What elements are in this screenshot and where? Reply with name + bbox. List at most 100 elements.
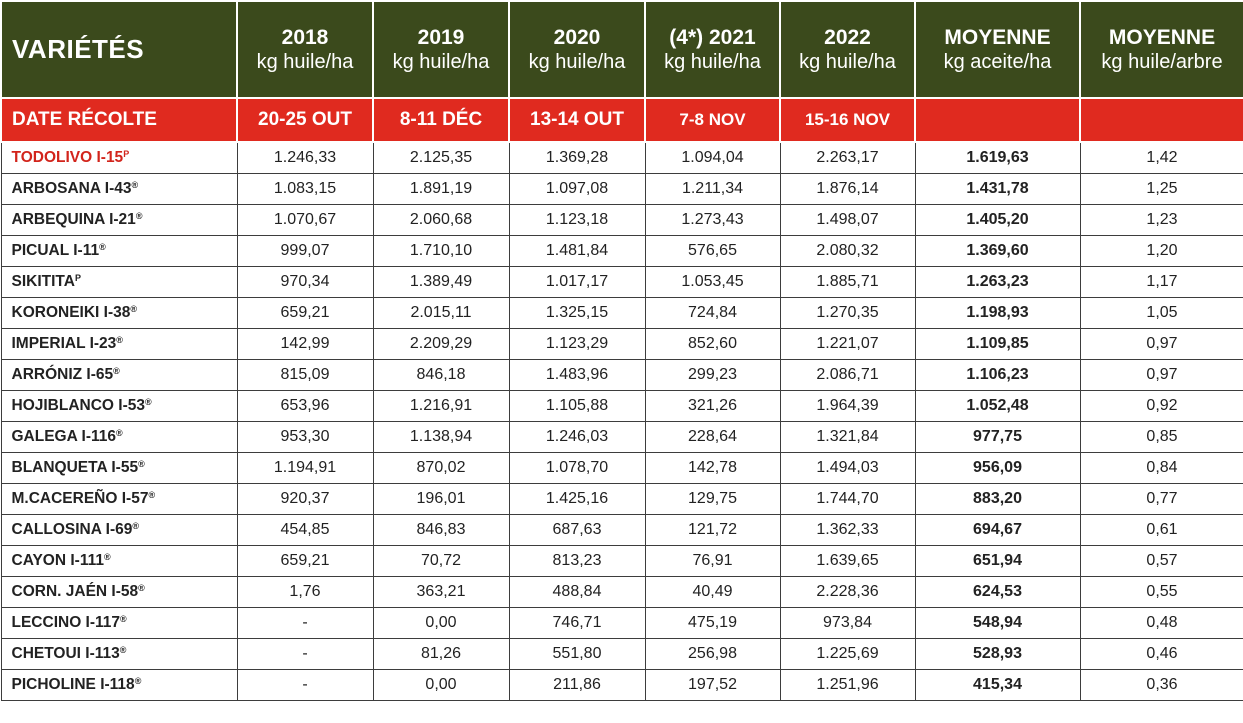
yield-cell: 1.194,91 — [236, 452, 374, 484]
mean-yield-ha: 956,09 — [914, 452, 1081, 484]
variety-name-text: TODOLIVO I-15 — [11, 149, 124, 166]
mean-yield-tree: 0,48 — [1079, 607, 1243, 639]
mean-yield-ha: 528,93 — [914, 638, 1081, 670]
yield-cell: 1.216,91 — [372, 390, 510, 422]
yield-cell: 121,72 — [644, 514, 781, 546]
column-header: (4*) 2021 kg huile/ha — [644, 0, 781, 99]
mean-yield-ha: 977,75 — [914, 421, 1081, 453]
mean-yield-tree: 0,97 — [1079, 328, 1243, 360]
table-row: LECCINO I-117® -0,00 746,71 475,19 973,84 548… — [0, 607, 1243, 639]
yield-cell: 1.639,65 — [779, 545, 916, 577]
yield-cell: 659,21 — [236, 545, 374, 577]
mean-yield-tree: 0,84 — [1079, 452, 1243, 484]
column-year: 2018 — [281, 25, 329, 49]
yield-cell: 81,26 — [372, 638, 510, 670]
yield-cell: 846,83 — [372, 514, 510, 546]
trademark-mark: ® — [135, 211, 143, 221]
variety-name-text: ARBEQUINA I-21 — [11, 211, 136, 228]
yield-cell: 1.251,96 — [779, 669, 916, 701]
trademark-mark: ® — [130, 304, 137, 314]
mean-yield-ha: 1.106,23 — [914, 359, 1081, 391]
variety-name-text: ARBOSANA I-43 — [11, 180, 132, 197]
column-header: 2018 kg huile/ha — [236, 0, 374, 99]
mean-yield-tree: 0,36 — [1079, 669, 1243, 701]
table-row: IMPERIAL I-23® 142,99 2.209,29 1.123,29 852,… — [0, 328, 1243, 360]
variety-name-text: IMPERIAL I-23 — [11, 335, 117, 352]
yield-cell: 846,18 — [372, 359, 510, 391]
yield-cell: 197,52 — [644, 669, 781, 701]
yield-cell: 1.744,70 — [779, 483, 916, 515]
variety-name-text: KORONEIKI I-38 — [11, 304, 131, 321]
variety-name-text: PICHOLINE I-118 — [11, 676, 135, 693]
table-row: CHETOUI I-113® -81,26 551,80 256,98 1.225,69… — [0, 638, 1243, 670]
yield-cell: 1.483,96 — [508, 359, 646, 391]
mean-yield-tree: 1,05 — [1079, 297, 1243, 329]
mean-yield-tree: 1,25 — [1079, 173, 1243, 205]
mean-yield-ha: 1.431,78 — [914, 173, 1081, 205]
variety-name: CAYON I-111® — [0, 545, 238, 577]
yield-cell: 40,49 — [644, 576, 781, 608]
table-row: ARBEQUINA I-21® 1.070,67 2.060,68 1.123,18 1… — [0, 204, 1243, 236]
yield-cell: 1.053,45 — [644, 266, 781, 298]
yield-cell: 870,02 — [372, 452, 510, 484]
yield-cell: 653,96 — [236, 390, 374, 422]
table-header: VARIÉTÉS 2018 kg huile/ha 2019 kg huile/ha… — [0, 0, 1243, 143]
yield-cell: 2.080,32 — [779, 235, 916, 267]
yield-cell: 299,23 — [644, 359, 781, 391]
mean-yield-tree: 0,92 — [1079, 390, 1243, 422]
variety-name-text: HOJIBLANCO I-53 — [11, 397, 146, 414]
mean-yield-ha: 624,53 — [914, 576, 1081, 608]
column-header: 2020 kg huile/ha — [508, 0, 646, 99]
mean-yield-tree: 0,97 — [1079, 359, 1243, 391]
variety-name: M.CACEREÑO I-57® — [0, 483, 238, 515]
table-row: M.CACEREÑO I-57® 920,37 196,01 1.425,16 129,… — [0, 483, 1243, 515]
trademark-mark: ® — [116, 428, 123, 438]
trademark-mark: ® — [138, 459, 145, 469]
yield-cell: 2.015,11 — [372, 297, 510, 329]
column-unit: kg huile/ha — [256, 51, 354, 74]
column-unit: kg huile/ha — [528, 51, 626, 74]
yield-cell: 1.885,71 — [779, 266, 916, 298]
mean-yield-ha: 1.052,48 — [914, 390, 1081, 422]
trademark-mark: ® — [145, 397, 152, 407]
column-year: MOYENNE — [1108, 25, 1216, 49]
yield-cell: 211,86 — [508, 669, 646, 701]
mean-yield-tree: 1,17 — [1079, 266, 1243, 298]
yield-cell: 70,72 — [372, 545, 510, 577]
mean-yield-tree: 0,55 — [1079, 576, 1243, 608]
yield-cell: 852,60 — [644, 328, 781, 360]
variety-rows: TODOLIVO I-15P 1.246,33 2.125,35 1.369,28 1.… — [0, 141, 1243, 701]
yield-cell: 1.964,39 — [779, 390, 916, 422]
mean-yield-ha: 548,94 — [914, 607, 1081, 639]
yield-cell: 142,99 — [236, 328, 374, 360]
mean-yield-ha: 415,34 — [914, 669, 1081, 701]
yield-cell: 2.060,68 — [372, 204, 510, 236]
column-year: 2020 — [553, 25, 601, 49]
yield-cell: 815,09 — [236, 359, 374, 391]
yield-cell: 953,30 — [236, 421, 374, 453]
table-row: GALEGA I-116® 953,30 1.138,94 1.246,03 228,6… — [0, 421, 1243, 453]
table-row: ARBOSANA I-43® 1.083,15 1.891,19 1.097,08 1.… — [0, 173, 1243, 205]
variety-name-text: SIKITITA — [11, 273, 75, 290]
yield-cell: 129,75 — [644, 483, 781, 515]
table-row: TODOLIVO I-15P 1.246,33 2.125,35 1.369,28 1.… — [0, 141, 1243, 174]
column-header: 2022 kg huile/ha — [779, 0, 916, 99]
variety-name: PICHOLINE I-118® — [0, 669, 238, 701]
harvest-date — [914, 97, 1081, 143]
mean-yield-tree: 1,23 — [1079, 204, 1243, 236]
mean-yield-ha: 1.198,93 — [914, 297, 1081, 329]
yield-cell: 0,00 — [372, 669, 510, 701]
mean-yield-ha: 883,20 — [914, 483, 1081, 515]
variety-name-text: BLANQUETA I-55 — [11, 459, 139, 476]
trademark-mark: ® — [138, 583, 145, 593]
trademark-mark: P — [123, 149, 130, 159]
yield-cell: 2.086,71 — [779, 359, 916, 391]
harvest-date — [1079, 97, 1243, 143]
olive-oil-yield-table: VARIÉTÉS 2018 kg huile/ha 2019 kg huile/ha… — [0, 0, 1243, 701]
yield-cell: 973,84 — [779, 607, 916, 639]
mean-yield-ha: 1.109,85 — [914, 328, 1081, 360]
yield-cell: 256,98 — [644, 638, 781, 670]
harvest-date-label: DATE RÉCOLTE — [0, 97, 238, 143]
variety-name-text: M.CACEREÑO I-57 — [11, 490, 149, 507]
yield-cell: 321,26 — [644, 390, 781, 422]
